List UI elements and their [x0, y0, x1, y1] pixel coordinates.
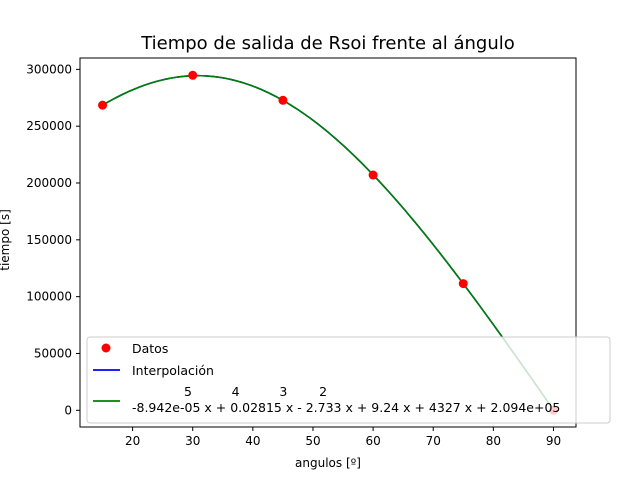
legend-label-interpolacion: Interpolación: [132, 363, 214, 378]
y-tick-label: 150000: [26, 233, 72, 247]
x-axis-label: angulos [º]: [295, 456, 361, 470]
x-tick-label: 30: [185, 434, 200, 448]
legend-label-datos: Datos: [132, 341, 168, 356]
x-tick-label: 40: [245, 434, 260, 448]
y-tick-label: 0: [64, 403, 72, 417]
data-point: [98, 100, 108, 110]
data-point: [188, 70, 198, 80]
legend: Datos Interpolación 5 4 3 2 -8.942e-05 x…: [86, 336, 611, 424]
y-tick-label: 300000: [26, 62, 72, 76]
legend-box: [86, 336, 611, 424]
y-tick-label: 50000: [34, 346, 72, 360]
data-point: [368, 170, 378, 180]
y-tick-label: 100000: [26, 290, 72, 304]
x-tick-label: 80: [486, 434, 501, 448]
y-tick-label: 200000: [26, 176, 72, 190]
legend-polynomial-exponents: 5 4 3 2: [184, 384, 327, 399]
legend-label-polynomial: -8.942e-05 x + 0.02815 x - 2.733 x + 9.2…: [132, 400, 560, 415]
x-tick-label: 70: [426, 434, 441, 448]
series-line-polynomial: [102, 74, 555, 411]
y-tick-label: 250000: [26, 119, 72, 133]
y-axis-label: tiempo [s]: [0, 209, 12, 271]
data-point: [458, 279, 468, 289]
axes: 20 30 40 50 60 70 80 90 0 50000 100000 150000 200000…: [26, 57, 577, 448]
chart-title: Tiempo de salida de Rsoi frente al ángul…: [140, 33, 515, 54]
axes-frame: [79, 57, 577, 428]
x-tick-label: 50: [305, 434, 320, 448]
legend-marker-datos: [101, 343, 111, 353]
x-tick-label: 20: [125, 434, 140, 448]
data-point: [278, 95, 288, 105]
x-tick-label: 90: [546, 434, 561, 448]
x-tick-label: 60: [365, 434, 380, 448]
